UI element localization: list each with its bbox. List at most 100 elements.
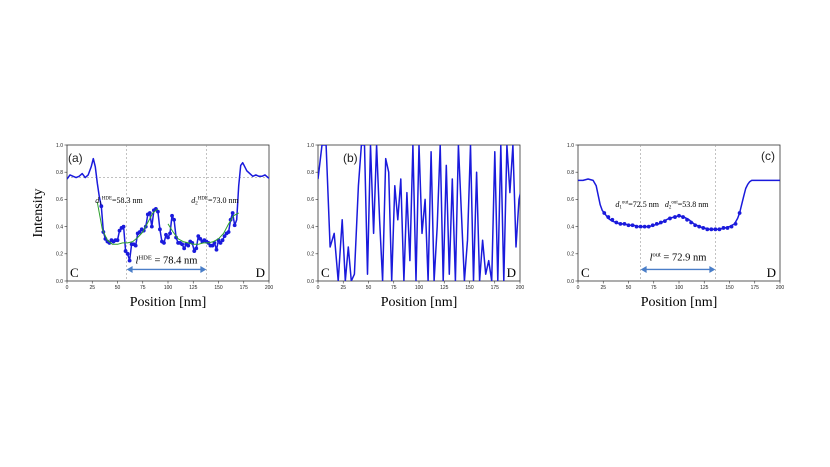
data-point <box>709 227 714 232</box>
series-line <box>318 145 520 281</box>
data-point <box>650 223 655 228</box>
y-tick-label: 0.2 <box>56 252 63 258</box>
annotation-length: lout = 72.9 nm <box>650 251 707 263</box>
data-point <box>638 224 643 229</box>
y-tick-label: 0.4 <box>307 224 314 230</box>
data-area <box>67 157 269 263</box>
data-point <box>149 224 154 229</box>
fit-curve <box>96 202 159 245</box>
data-point <box>198 236 203 241</box>
data-point <box>218 241 223 245</box>
data-point <box>705 227 710 232</box>
length-arrow-head-right <box>200 265 207 273</box>
annotation-d2: d2HDE=73.0 nm <box>191 196 239 207</box>
data-point <box>168 231 172 236</box>
x-tick-label: 25 <box>340 285 346 291</box>
data-point <box>137 230 142 234</box>
data-point <box>626 223 631 228</box>
data-point <box>697 224 702 229</box>
x-axis-title: Position [nm] <box>641 295 718 310</box>
data-area <box>318 145 520 281</box>
data-point <box>166 235 170 240</box>
annotation-d1-subscript: 1 <box>619 205 622 210</box>
x-tick-label: 175 <box>240 285 249 291</box>
data-point <box>172 217 176 222</box>
data-point <box>125 251 130 256</box>
y-axis-title: Intensity <box>31 189 46 238</box>
data-point <box>147 211 152 215</box>
annotation-d1: d1out=72.5 nm <box>615 200 659 211</box>
data-point <box>658 220 663 225</box>
data-point <box>677 213 681 218</box>
y-tick-label: 0.8 <box>567 170 574 176</box>
data-point <box>673 215 677 219</box>
x-tick-label: 100 <box>675 285 684 291</box>
data-point <box>121 224 126 229</box>
annotation-d2-symbol: d <box>191 196 196 205</box>
x-tick-label: 100 <box>415 285 424 291</box>
data-point <box>737 211 742 215</box>
data-point <box>693 223 698 228</box>
x-tick-label: 50 <box>115 285 121 291</box>
data-point <box>642 224 647 229</box>
annotation-length-value: = 78.4 nm <box>152 255 198 266</box>
data-point <box>622 221 627 226</box>
x-tick-label: 75 <box>391 285 397 291</box>
y-tick-label: 0.2 <box>567 252 574 258</box>
data-point <box>721 226 726 230</box>
data-point <box>226 230 231 234</box>
data-point <box>133 243 138 248</box>
y-tick-label: 0.4 <box>567 224 574 230</box>
data-point <box>729 224 734 229</box>
panel-c: 0 25 50 75 100 125 150 175 200 0.0 0.2 0.4 0.6 0.8 1.0… <box>567 143 784 310</box>
data-point <box>164 232 168 237</box>
annotation-d2-subscript: 2 <box>669 205 672 210</box>
x-tick-label: 150 <box>465 285 474 291</box>
y-tick-label: 1.0 <box>307 143 314 149</box>
y-tick-label: 0.0 <box>567 279 574 285</box>
data-point <box>186 243 191 248</box>
panel-label: (a) <box>68 151 83 165</box>
data-point <box>214 247 219 252</box>
data-point <box>196 234 201 239</box>
x-axis-title: Position [nm] <box>130 295 207 310</box>
x-tick-label: 25 <box>89 285 95 291</box>
data-point <box>685 217 689 222</box>
data-point <box>230 211 235 215</box>
annotation-d2-value: =73.0 nm <box>208 196 240 205</box>
data-point <box>725 226 730 230</box>
data-point <box>614 220 619 225</box>
data-point <box>610 217 615 222</box>
panel-label: (b) <box>343 151 358 165</box>
data-point <box>192 249 197 253</box>
data-point <box>646 224 651 229</box>
data-point <box>668 216 672 221</box>
data-point <box>232 223 237 228</box>
corner-label-right: D <box>256 265 265 280</box>
y-tick-label: 0.6 <box>56 197 63 203</box>
annotation-d1-symbol: d <box>615 200 620 209</box>
y-tick-label: 0.2 <box>307 252 314 258</box>
data-point <box>701 226 706 230</box>
x-tick-label: 200 <box>516 285 525 291</box>
corner-label-right: D <box>767 265 776 280</box>
data-point <box>220 238 225 243</box>
data-point <box>662 219 667 224</box>
data-point <box>222 234 227 239</box>
corner-label-left: C <box>321 265 330 280</box>
data-point <box>210 243 215 248</box>
data-point <box>602 211 607 215</box>
data-point <box>630 223 635 228</box>
annotation-d2-symbol: d <box>665 200 670 209</box>
x-tick-label: 50 <box>366 285 372 291</box>
data-point <box>654 221 659 226</box>
y-tick-label: 0.6 <box>307 197 314 203</box>
data-point <box>689 220 694 225</box>
y-tick-label: 0.4 <box>56 224 63 230</box>
series-line <box>67 157 269 262</box>
annotation-d2-value: =53.8 nm <box>678 200 710 209</box>
x-tick-label: 75 <box>140 285 146 291</box>
data-point <box>123 249 128 253</box>
data-point <box>162 241 166 245</box>
